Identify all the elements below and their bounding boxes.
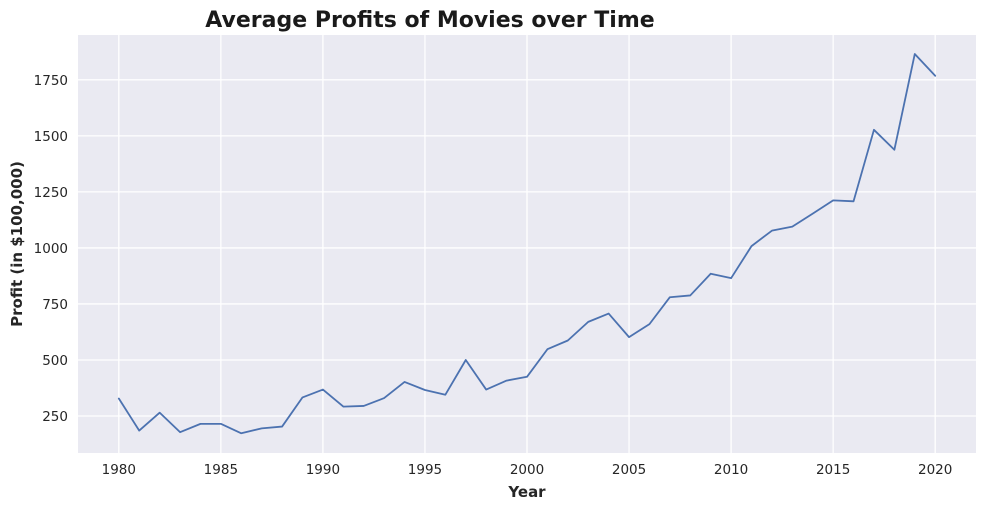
data-point-2017	[871, 127, 876, 132]
data-point-2004	[606, 311, 611, 316]
data-point-1981	[137, 428, 142, 433]
data-point-2010	[729, 276, 734, 281]
data-point-1996	[443, 392, 448, 397]
y-tick-label-750: 750	[42, 297, 68, 313]
data-point-1984	[198, 421, 203, 426]
data-point-2003	[586, 319, 591, 324]
chart-title: Average Profits of Movies over Time	[205, 8, 654, 33]
x-tick-label-2015: 2015	[816, 462, 850, 478]
data-point-2015	[831, 198, 836, 203]
data-point-1990	[320, 387, 325, 392]
data-point-1986	[239, 431, 244, 436]
y-axis-label: Profit (in $100,000)	[8, 161, 26, 327]
data-point-1989	[300, 395, 305, 400]
data-point-1995	[422, 388, 427, 393]
data-point-1985	[218, 421, 223, 426]
x-axis-label: Year	[507, 483, 546, 501]
y-tick-label-1750: 1750	[34, 73, 68, 89]
x-tick-label-1995: 1995	[408, 462, 442, 478]
x-tick-label-2020: 2020	[918, 462, 952, 478]
data-point-2018	[892, 147, 897, 152]
data-point-2002	[565, 338, 570, 343]
x-tick-label-1990: 1990	[306, 462, 340, 478]
y-axis-tick-labels: 250 500 750 1000 1250 1500 1750	[34, 73, 68, 425]
data-point-2008	[688, 293, 693, 298]
series-line-average-profit	[117, 53, 937, 435]
data-point-2001	[545, 347, 550, 352]
x-tick-label-2010: 2010	[714, 462, 748, 478]
data-point-1980	[116, 396, 121, 401]
data-point-1987	[259, 426, 264, 431]
data-point-1994	[402, 379, 407, 384]
x-tick-label-1985: 1985	[204, 462, 238, 478]
y-tick-label-1250: 1250	[34, 185, 68, 201]
data-point-1997	[463, 357, 468, 362]
data-point-2000	[525, 374, 530, 379]
horizontal-gridlines	[78, 79, 976, 417]
data-point-1993	[382, 396, 387, 401]
data-point-2005	[627, 335, 632, 340]
data-point-2020	[933, 73, 938, 78]
x-tick-label-2005: 2005	[612, 462, 646, 478]
data-point-1992	[361, 403, 366, 408]
data-point-2009	[708, 271, 713, 276]
y-tick-label-500: 500	[42, 353, 68, 369]
data-point-2007	[667, 295, 672, 300]
y-tick-label-1500: 1500	[34, 129, 68, 145]
data-point-1982	[157, 410, 162, 415]
y-tick-label-1000: 1000	[34, 241, 68, 257]
data-point-1988	[280, 424, 285, 429]
x-axis-tick-labels: 1980 1985 1990 1995 2000 2005 2010 2015 2020	[102, 462, 953, 478]
data-point-2013	[790, 224, 795, 229]
data-point-1991	[341, 404, 346, 409]
data-point-1998	[484, 387, 489, 392]
data-point-2016	[851, 199, 856, 204]
vertical-gridlines	[118, 35, 936, 453]
x-tick-label-1980: 1980	[102, 462, 136, 478]
data-point-1983	[178, 430, 183, 435]
data-point-2011	[749, 244, 754, 249]
data-point-2019	[912, 52, 917, 57]
y-tick-label-250: 250	[42, 409, 68, 425]
data-point-2014	[810, 211, 815, 216]
x-tick-label-2000: 2000	[510, 462, 544, 478]
data-point-2012	[769, 228, 774, 233]
data-point-1999	[504, 378, 509, 383]
data-point-2006	[647, 322, 652, 327]
